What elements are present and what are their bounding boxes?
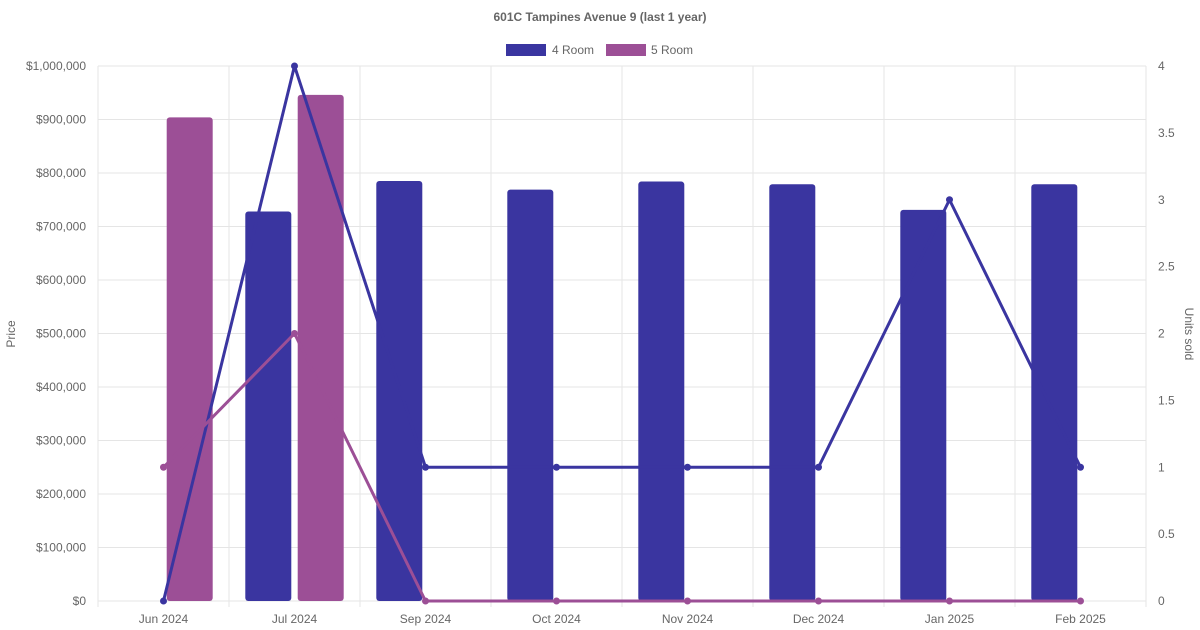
legend-item-5-room[interactable]: 5 Room (606, 43, 693, 57)
line-point-1-nov-2024[interactable] (684, 463, 691, 471)
bar-4-room-jan-2025[interactable] (900, 209, 947, 602)
y-right-ticks: 0 0.5 1 1.5 2 2.5 3 3.5 4 (1158, 59, 1175, 608)
line-point-1-jul-2024[interactable] (291, 62, 298, 70)
y-left-tick-label: $300,000 (36, 434, 86, 448)
y-right-tick-label: 3.5 (1158, 126, 1175, 140)
y-right-axis-label: Units sold (1182, 308, 1196, 361)
y-left-tick-label: $900,000 (36, 113, 86, 127)
line-point-2-oct-2024[interactable] (553, 597, 560, 605)
line-point-2-jun-2024[interactable] (160, 463, 167, 471)
lines (160, 62, 1084, 605)
line-point-1-dec-2024[interactable] (815, 463, 822, 471)
legend-label-4-room: 4 Room (552, 43, 594, 57)
y-left-tick-label: $200,000 (36, 487, 86, 501)
line-point-2-dec-2024[interactable] (815, 597, 822, 605)
line-point-2-sep-2024[interactable] (422, 597, 429, 605)
x-ticks: Jun 2024 Jul 2024 Sep 2024 Oct 2024 Nov 2024… (139, 612, 1106, 626)
y-right-tick-label: 1 (1158, 460, 1165, 474)
y-right-tick-label: 3 (1158, 193, 1165, 207)
chart-title: 601C Tampines Avenue 9 (last 1 year) (494, 10, 707, 24)
bar-4-room-oct-2024[interactable] (507, 189, 554, 601)
bar-4-room-feb-2025[interactable] (1031, 184, 1078, 602)
y-left-tick-label: $100,000 (36, 541, 86, 555)
bar-4-room-nov-2024[interactable] (638, 181, 685, 601)
line-point-2-jan-2025[interactable] (946, 597, 953, 605)
line-point-2-nov-2024[interactable] (684, 597, 691, 605)
legend-swatch-4-room (506, 44, 546, 56)
y-left-axis-label: Price (4, 320, 18, 348)
x-tick-label: Sep 2024 (400, 612, 452, 626)
bar-5-room-jul-2024[interactable] (297, 94, 344, 601)
line-point-1-sep-2024[interactable] (422, 463, 429, 471)
line-point-1-jun-2024[interactable] (160, 597, 167, 605)
line-point-1-oct-2024[interactable] (553, 463, 560, 471)
y-left-tick-label: $700,000 (36, 220, 86, 234)
bar-4-room-dec-2024[interactable] (769, 184, 816, 602)
y-left-tick-label: $800,000 (36, 166, 86, 180)
x-tick-label: Dec 2024 (793, 612, 845, 626)
x-tick-label: Jan 2025 (925, 612, 975, 626)
bar-4-room-jul-2024[interactable] (245, 211, 292, 601)
line-units-sold-2 (162, 332, 1081, 603)
legend: 4 Room 5 Room (506, 43, 693, 57)
y-left-ticks: $0 $100,000 $200,000 $300,000 $400,000 $500,0… (26, 59, 86, 608)
y-left-tick-label: $0 (73, 594, 87, 608)
x-tick-label: Nov 2024 (662, 612, 714, 626)
y-right-tick-label: 0.5 (1158, 527, 1175, 541)
x-tick-label: Feb 2025 (1055, 612, 1106, 626)
y-left-tick-label: $1,000,000 (26, 59, 86, 73)
line-point-2-jul-2024[interactable] (291, 330, 298, 337)
bar-5-room-jun-2024[interactable] (166, 117, 213, 602)
y-right-tick-label: 1.5 (1158, 393, 1175, 407)
y-right-tick-label: 2 (1158, 327, 1165, 341)
y-right-tick-label: 2.5 (1158, 260, 1175, 274)
y-left-tick-label: $400,000 (36, 380, 86, 394)
y-left-tick-label: $600,000 (36, 273, 86, 287)
legend-swatch-5-room (606, 44, 646, 56)
x-tick-label: Oct 2024 (532, 612, 581, 626)
line-units-sold-1 (162, 64, 1082, 602)
x-tick-label: Jun 2024 (139, 612, 189, 626)
y-left-tick-label: $500,000 (36, 327, 86, 341)
y-right-tick-label: 0 (1158, 594, 1165, 608)
line-point-1-feb-2025[interactable] (1077, 463, 1084, 471)
x-tick-label: Jul 2024 (272, 612, 318, 626)
legend-item-4-room[interactable]: 4 Room (506, 43, 594, 57)
line-point-2-feb-2025[interactable] (1077, 597, 1084, 605)
y-right-tick-label: 4 (1158, 59, 1165, 73)
line-point-1-jan-2025[interactable] (946, 196, 953, 204)
legend-label-5-room: 5 Room (651, 43, 693, 57)
